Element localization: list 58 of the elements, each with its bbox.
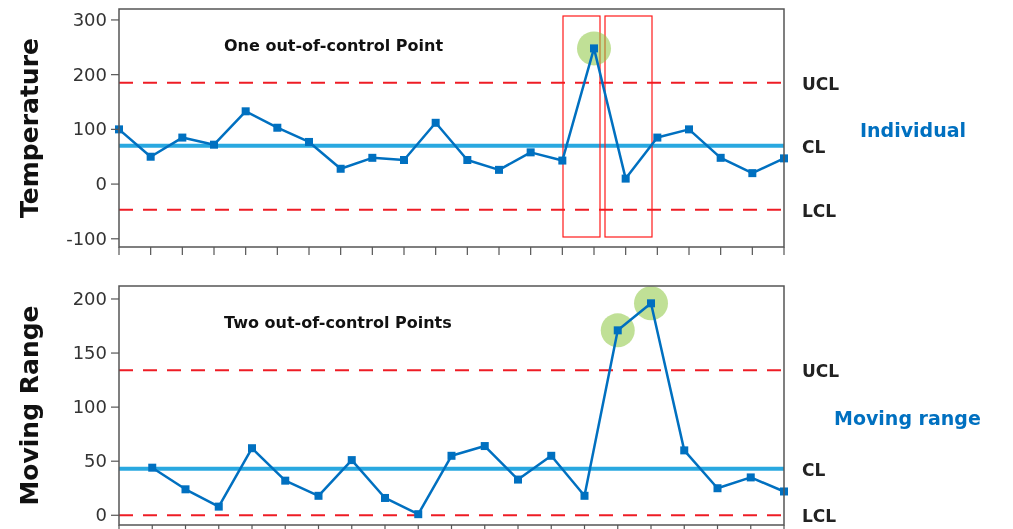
point xyxy=(621,174,630,183)
point xyxy=(381,493,389,502)
y-tick-label: 0 xyxy=(95,504,107,526)
y-tick-label: -100 xyxy=(66,227,107,249)
point xyxy=(480,442,489,451)
ref-line-label: LCL xyxy=(802,506,837,527)
point xyxy=(685,125,693,134)
point xyxy=(526,148,535,157)
point xyxy=(181,485,190,494)
annotation: Two out-of-control Points xyxy=(224,313,452,332)
y-tick-label: 150 xyxy=(72,342,107,364)
point xyxy=(241,107,250,116)
point xyxy=(653,133,662,142)
point xyxy=(210,140,218,149)
y-tick-label: 0 xyxy=(95,173,107,195)
point xyxy=(514,475,522,484)
ref-line-label: UCL xyxy=(802,73,840,94)
point xyxy=(547,451,556,460)
point xyxy=(248,444,256,453)
y-tick-label: 50 xyxy=(84,450,107,472)
point xyxy=(273,123,282,132)
y-tick-label: 100 xyxy=(72,118,107,140)
y-tick-label: 200 xyxy=(72,287,107,309)
y-axis-title: Moving Range xyxy=(15,305,44,506)
point xyxy=(178,133,187,142)
text: Individual xyxy=(860,119,967,141)
ref-line-label: CL xyxy=(802,136,826,157)
point xyxy=(716,153,725,162)
point xyxy=(447,451,456,460)
point xyxy=(347,456,356,465)
point xyxy=(748,169,757,178)
y-tick-label: 200 xyxy=(72,63,107,85)
point xyxy=(336,164,345,173)
point xyxy=(431,118,440,127)
point xyxy=(580,491,589,500)
point xyxy=(281,476,290,485)
point xyxy=(146,152,155,161)
point xyxy=(214,502,223,511)
ref-line-label: LCL xyxy=(802,200,837,221)
ref-line-label: UCL xyxy=(802,361,840,382)
point xyxy=(414,510,423,519)
point xyxy=(746,473,755,482)
point xyxy=(463,156,472,165)
y-axis-title: Temperature xyxy=(15,38,44,218)
point xyxy=(400,156,408,165)
text: Moving range xyxy=(834,407,981,429)
y-tick-label: 100 xyxy=(72,396,107,418)
point xyxy=(558,156,567,165)
annotation: One out-of-control Point xyxy=(224,36,444,55)
point xyxy=(305,137,313,146)
point xyxy=(314,491,323,500)
point xyxy=(680,446,689,455)
point xyxy=(148,463,157,472)
point xyxy=(495,165,503,174)
point xyxy=(713,484,722,493)
y-tick-label: 300 xyxy=(72,8,107,30)
point xyxy=(368,153,377,162)
ref-line-label: CL xyxy=(802,459,826,480)
